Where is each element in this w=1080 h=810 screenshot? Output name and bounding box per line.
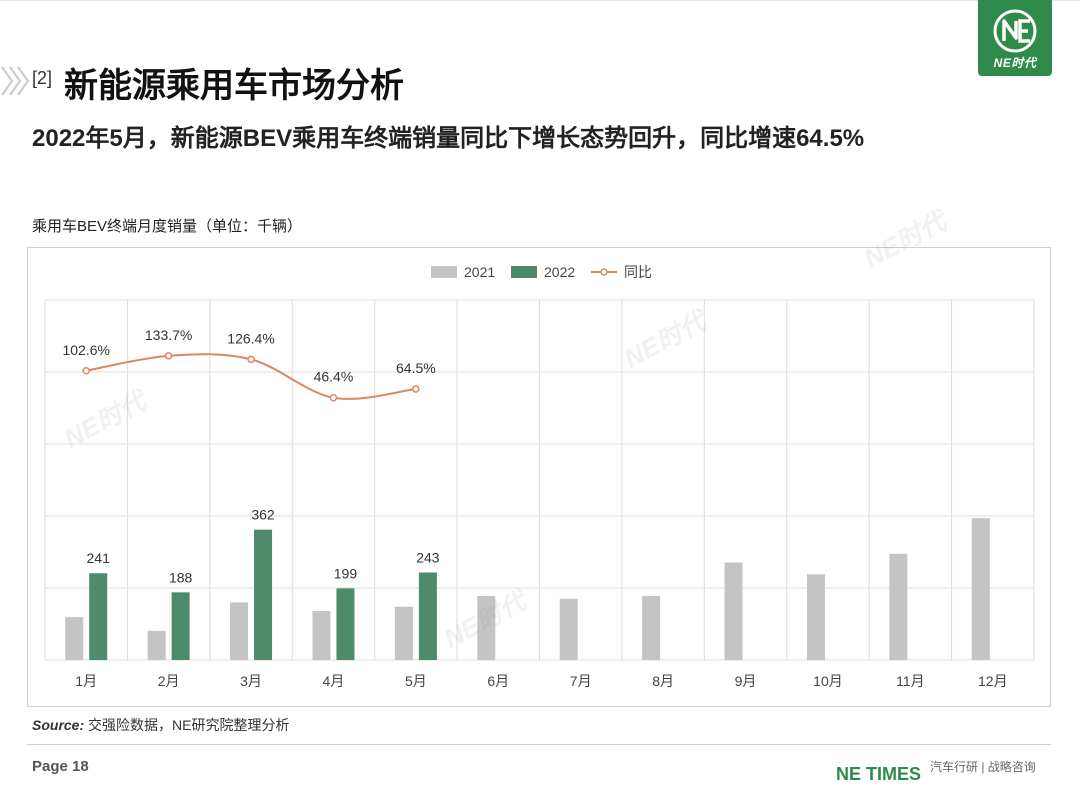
source-label: Source:: [32, 717, 85, 733]
bar-2022: [89, 573, 108, 660]
line-value-label: 126.4%: [227, 330, 274, 346]
line-point: [164, 352, 173, 360]
bar-value-label: 188: [169, 569, 193, 585]
x-tick-label: 6月: [487, 673, 509, 689]
page-title: 新能源乘用车市场分析: [64, 67, 404, 105]
x-tick-label: 8月: [652, 673, 674, 689]
x-tick-label: 2月: [158, 673, 180, 689]
x-tick-label: 4月: [323, 673, 345, 689]
bar-2021: [889, 553, 908, 660]
bar-2021: [559, 598, 578, 660]
line-value-label: 46.4%: [314, 369, 354, 385]
headline: 2022年5月，新能源BEV乘用车终端销量同比下增长态势回升，同比增速64.5%: [32, 125, 865, 152]
bar-2021: [724, 562, 743, 660]
top-rule: [0, 0, 1080, 1]
bar-2021: [806, 574, 825, 660]
line-value-label: 64.5%: [396, 360, 436, 376]
x-tick-label: 3月: [240, 673, 262, 689]
legend-swatch: [431, 266, 457, 278]
ne-logo: NE时代: [978, 0, 1052, 76]
bar-line-chart: 241 188 362 199 243 102.6% 133.7% 126.4% 46.4% 64…: [44, 264, 1035, 689]
x-tick-label: 5月: [405, 673, 427, 689]
bar-2021: [230, 602, 249, 660]
line-point: [247, 355, 255, 364]
bar-2021: [147, 630, 166, 660]
footer-tagline: 汽车行研 | 战略咨询: [930, 760, 1036, 774]
line-value-label: 133.7%: [145, 327, 192, 343]
x-tick-label: 9月: [735, 673, 757, 689]
bar-2021: [971, 518, 990, 660]
ne-logo-icon: [993, 9, 1037, 53]
x-tick-label: 12月: [978, 673, 1008, 689]
x-tick-label: 7月: [570, 673, 592, 689]
bar-2021: [642, 595, 661, 660]
logo-text: NE时代: [993, 56, 1037, 70]
legend-label: 2022: [544, 264, 575, 280]
legend-marker: [600, 268, 608, 276]
bar-2021: [394, 606, 413, 660]
bar-2022: [336, 588, 355, 660]
footer-rule: [27, 744, 1051, 745]
source-text: 交强险数据，NE研究院整理分析: [84, 717, 290, 733]
bar-2021: [312, 611, 331, 660]
page-number: Page 18: [32, 758, 89, 775]
bar-value-label: 241: [87, 550, 111, 566]
bar-value-label: 199: [334, 565, 358, 581]
source-note: Source: 交强险数据，NE研究院整理分析: [32, 715, 289, 735]
chart-frame: 241 188 362 199 243 102.6% 133.7% 126.4% 46.4% 64…: [27, 247, 1051, 707]
line-point: [412, 385, 420, 393]
bar-value-label: 243: [416, 550, 440, 566]
bar-2022: [171, 592, 190, 660]
line-point: [329, 393, 338, 402]
legend-label: 同比: [624, 264, 652, 280]
x-tick-label: 10月: [813, 673, 843, 689]
chevrons-icon: [1, 66, 30, 96]
chart-title: 乘用车BEV终端月度销量（单位：千辆）: [32, 218, 303, 235]
footer-brand: NE TIMES: [836, 764, 922, 784]
line-point: [82, 367, 90, 375]
bar-2021: [65, 617, 84, 660]
legend-label: 2021: [464, 264, 495, 280]
line-value-label: 102.6%: [62, 342, 109, 358]
bar-value-label: 362: [251, 507, 275, 523]
section-number: [2]: [32, 68, 53, 88]
x-tick-label: 11月: [896, 673, 925, 689]
x-tick-label: 1月: [75, 673, 97, 689]
bar-2021: [477, 595, 496, 660]
legend-swatch: [511, 266, 537, 278]
bar-2022: [418, 572, 437, 660]
bar-2022: [254, 529, 273, 660]
